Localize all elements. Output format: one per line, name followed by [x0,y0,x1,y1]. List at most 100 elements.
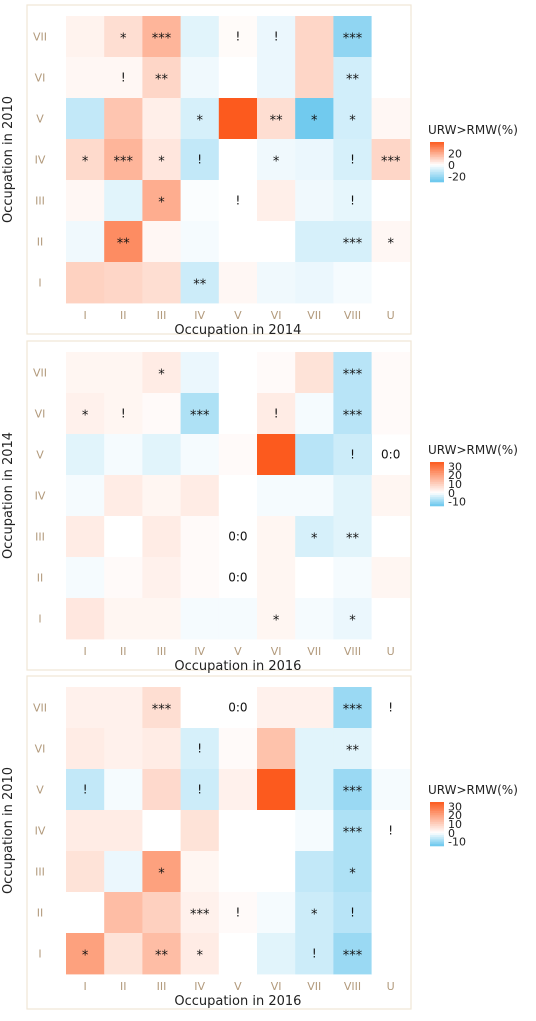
significance-label: *** [114,155,134,170]
significance-label: ! [197,783,202,797]
heatmap-cell [257,139,296,181]
legend-colorbar-segment [430,500,444,503]
legend-colorbar-segment [430,142,444,144]
heatmap-cell [333,262,372,304]
heatmap-cell [257,598,296,640]
legend-colorbar-segment [430,838,444,841]
x-tick-label: I [83,645,86,658]
heatmap-cell [333,851,372,893]
heatmap-cell [371,393,411,435]
heatmap-cell [66,728,105,770]
heatmap-cell [218,221,258,263]
heatmap-cell [180,557,220,599]
y-tick-label: III [35,866,45,879]
significance-label: 0:0 [381,448,400,462]
legend-tick-label: 10 [448,478,462,491]
significance-label: ** [193,278,207,293]
heatmap-panel-3: *** 0:0 ***!! **!! ****** !* ****! * !* ** *! ***II… [1,675,412,1010]
legend-colorbar-segment [430,473,444,476]
y-tick-label: II [37,236,44,249]
heatmap-cell [257,892,296,934]
heatmap-cell [295,221,334,263]
heatmap-cell [66,434,105,476]
significance-label: * [158,155,165,170]
x-tick-label: V [234,309,242,322]
heatmap-cell [295,475,334,517]
heatmap-cell [371,475,411,517]
significance-label: 0:0 [228,530,247,544]
legend-colorbar-segment [430,168,444,171]
heatmap-cell [142,98,181,140]
significance-label: * [311,114,318,129]
y-tick-label: VII [33,702,47,715]
significance-label: *** [152,703,172,718]
y-axis-title: Occupation in 2010 [1,767,16,894]
legend-colorbar-segment [430,487,444,490]
legend-colorbar-segment [430,502,444,505]
y-tick-label: V [36,113,44,126]
heatmap-cell [180,434,220,476]
legend-colorbar-segment [430,824,444,827]
legend-colorbar-segment [430,158,444,161]
y-tick-label: VII [33,31,47,44]
heatmap-cell [371,516,411,558]
legend-colorbar-segment [430,463,444,466]
heatmap-cell [257,393,296,435]
heatmap-cell [104,728,143,770]
significance-label: ! [274,407,279,421]
legend-colorbar-segment [430,835,444,838]
heatmap-cell [295,557,334,599]
significance-label: * [82,409,89,424]
heatmap-cell [333,139,372,181]
heatmap-cell [218,728,258,770]
legend-colorbar-segment [430,469,444,472]
significance-label: ! [197,742,202,756]
heatmap-cell [257,221,296,263]
legend-colorbar-segment [430,175,444,178]
legend-colorbar-segment [430,177,444,179]
heatmap-cell [333,98,372,140]
legend-colorbar-segment [430,467,444,470]
heatmap-cell [180,851,220,893]
x-tick-label: U [387,309,395,322]
heatmap-cell [142,139,181,181]
heatmap-cell [295,516,334,558]
heatmap-cell [371,262,411,304]
x-tick-label: VI [271,980,282,993]
significance-label: *** [381,155,401,170]
heatmap-cell [66,262,105,304]
heatmap-cell [104,851,143,893]
significance-label: * [349,867,356,882]
heatmap-cell [295,16,334,58]
heatmap-cell [257,810,296,852]
x-tick-label: III [157,645,167,658]
x-tick-label: VIII [344,645,361,658]
heatmap-cell [257,434,296,476]
legend-colorbar-segment [430,150,444,153]
heatmap-cell [218,393,258,435]
heatmap-cell [218,933,258,975]
legend-tick-label: 30 [448,460,462,473]
heatmap-cell [142,557,181,599]
heatmap-cell [333,393,372,435]
significance-label: *** [343,949,363,964]
heatmap-panel-1: * ***!! ***! ** *** ** * ** *** *! *! ****! !** *** **… [1,4,412,338]
heatmap-cell [104,57,143,99]
significance-label: ! [388,824,393,838]
x-tick-label: III [157,309,167,322]
heatmap-cell [142,851,181,893]
legend-colorbar-segment [430,172,444,174]
heatmap-cell [257,180,296,222]
x-axis-title: Occupation in 2016 [174,994,301,1009]
significance-label: * [273,155,280,170]
legend-colorbar-segment [430,803,444,806]
heatmap-cell [180,57,220,99]
significance-label: * [196,114,203,129]
heatmap-cell [371,769,411,811]
y-tick-label: VI [35,72,46,85]
y-tick-label: I [38,948,41,961]
significance-label: ! [235,30,240,44]
significance-label: * [387,237,394,252]
